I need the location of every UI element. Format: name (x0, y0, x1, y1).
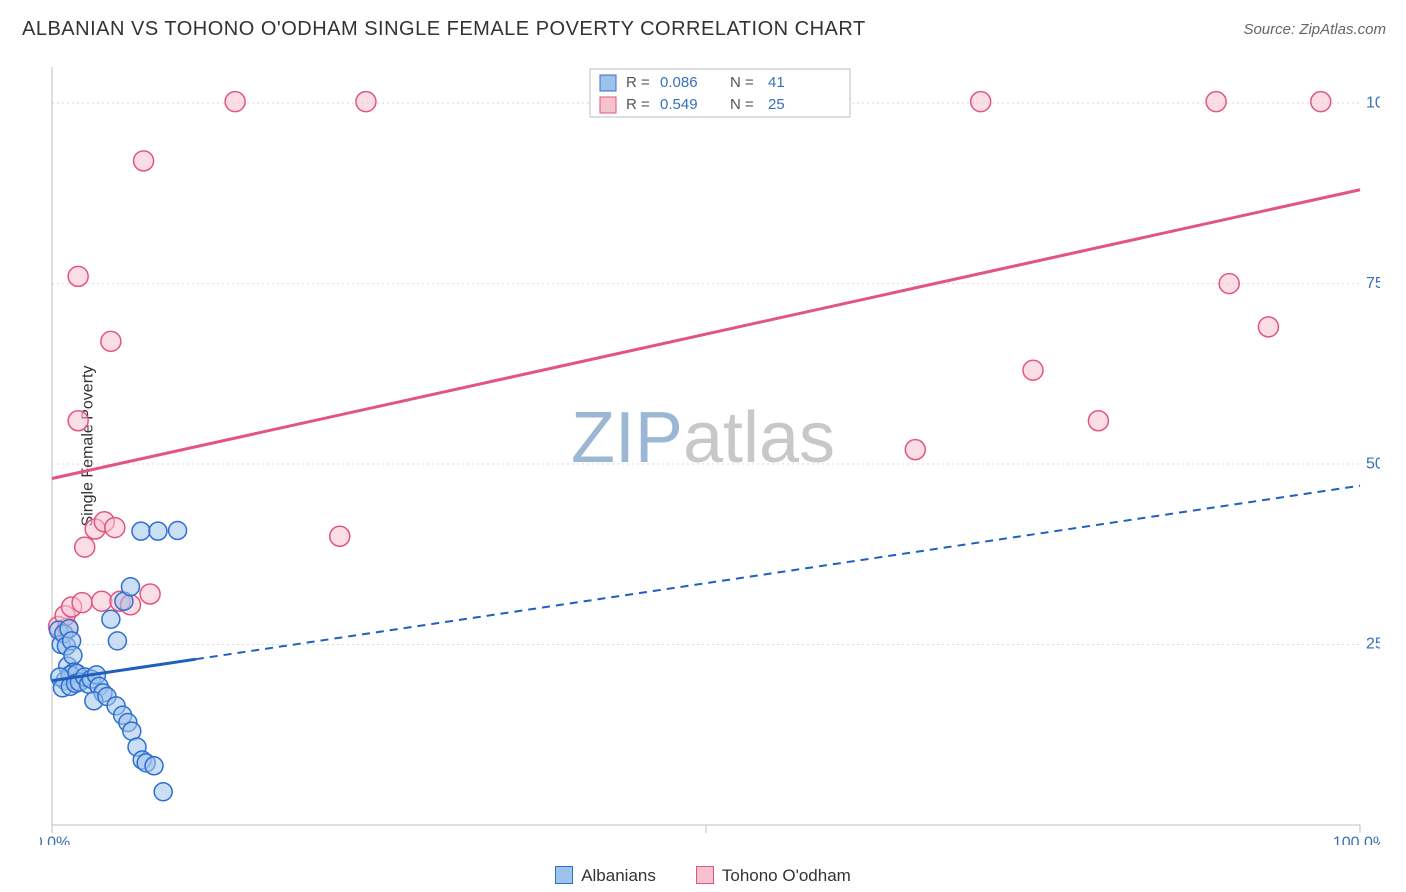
scatter-point-tohono (1023, 360, 1043, 380)
scatter-point-tohono (1219, 274, 1239, 294)
scatter-point-tohono (68, 411, 88, 431)
x-tick-label: 100.0% (1333, 834, 1380, 845)
scatter-point-tohono (1088, 411, 1108, 431)
trend-line-dash-albanians (196, 486, 1360, 659)
scatter-chart: 25.0% 50.0% 75.0% 100.0% 0.0% 100.0% R = 0.086 N… (40, 55, 1380, 845)
legend-r-value: 0.549 (660, 96, 698, 113)
scatter-point-albanians (121, 578, 139, 596)
scatter-point-albanians (108, 632, 126, 650)
bottom-legend: Albanians Tohono O'odham (0, 866, 1406, 886)
legend-swatch (600, 75, 616, 91)
chart-source: Source: ZipAtlas.com (1243, 21, 1386, 38)
chart-title: ALBANIAN VS TOHONO O'ODHAM SINGLE FEMALE… (22, 18, 866, 41)
scatter-point-albanians (154, 783, 172, 801)
legend-swatch-icon (696, 866, 714, 884)
scatter-point-tohono (134, 151, 154, 171)
y-tick-label: 75.0% (1366, 275, 1380, 292)
scatter-point-albanians (132, 522, 150, 540)
y-tick-label: 25.0% (1366, 636, 1380, 653)
scatter-point-tohono (905, 440, 925, 460)
stats-legend: R = 0.086 N = 41 R = 0.549 N = 25 (590, 69, 850, 117)
x-tick-label: 0.0% (40, 834, 70, 845)
legend-r-label: R = (626, 96, 650, 113)
scatter-point-albanians (102, 610, 120, 628)
y-tick-label: 50.0% (1366, 455, 1380, 472)
legend-label: Albanians (581, 866, 656, 885)
scatter-point-tohono (140, 584, 160, 604)
scatter-point-tohono (1258, 317, 1278, 337)
legend-n-value: 41 (768, 74, 785, 91)
scatter-point-tohono (72, 593, 92, 613)
scatter-point-tohono (225, 92, 245, 112)
bottom-legend-item: Tohono O'odham (696, 866, 851, 886)
scatter-point-albanians (169, 521, 187, 539)
bottom-legend-item: Albanians (555, 866, 656, 886)
legend-r-value: 0.086 (660, 74, 698, 91)
scatter-point-albanians (64, 646, 82, 664)
legend-n-value: 25 (768, 96, 785, 113)
scatter-point-tohono (75, 537, 95, 557)
scatter-point-tohono (971, 92, 991, 112)
scatter-point-tohono (356, 92, 376, 112)
scatter-point-tohono (101, 331, 121, 351)
scatter-point-tohono (105, 518, 125, 538)
scatter-point-tohono (330, 526, 350, 546)
scatter-point-tohono (1206, 92, 1226, 112)
trend-line-tohono (52, 190, 1360, 479)
scatter-point-tohono (1311, 92, 1331, 112)
legend-r-label: R = (626, 74, 650, 91)
legend-swatch (600, 97, 616, 113)
legend-n-label: N = (730, 96, 754, 113)
legend-swatch-icon (555, 866, 573, 884)
chart-header: ALBANIAN VS TOHONO O'ODHAM SINGLE FEMALE… (22, 18, 1386, 41)
scatter-point-tohono (68, 266, 88, 286)
y-tick-label: 100.0% (1366, 94, 1380, 111)
legend-label: Tohono O'odham (722, 866, 851, 885)
scatter-point-tohono (92, 591, 112, 611)
scatter-point-albanians (149, 522, 167, 540)
scatter-point-albanians (145, 757, 163, 775)
legend-n-label: N = (730, 74, 754, 91)
